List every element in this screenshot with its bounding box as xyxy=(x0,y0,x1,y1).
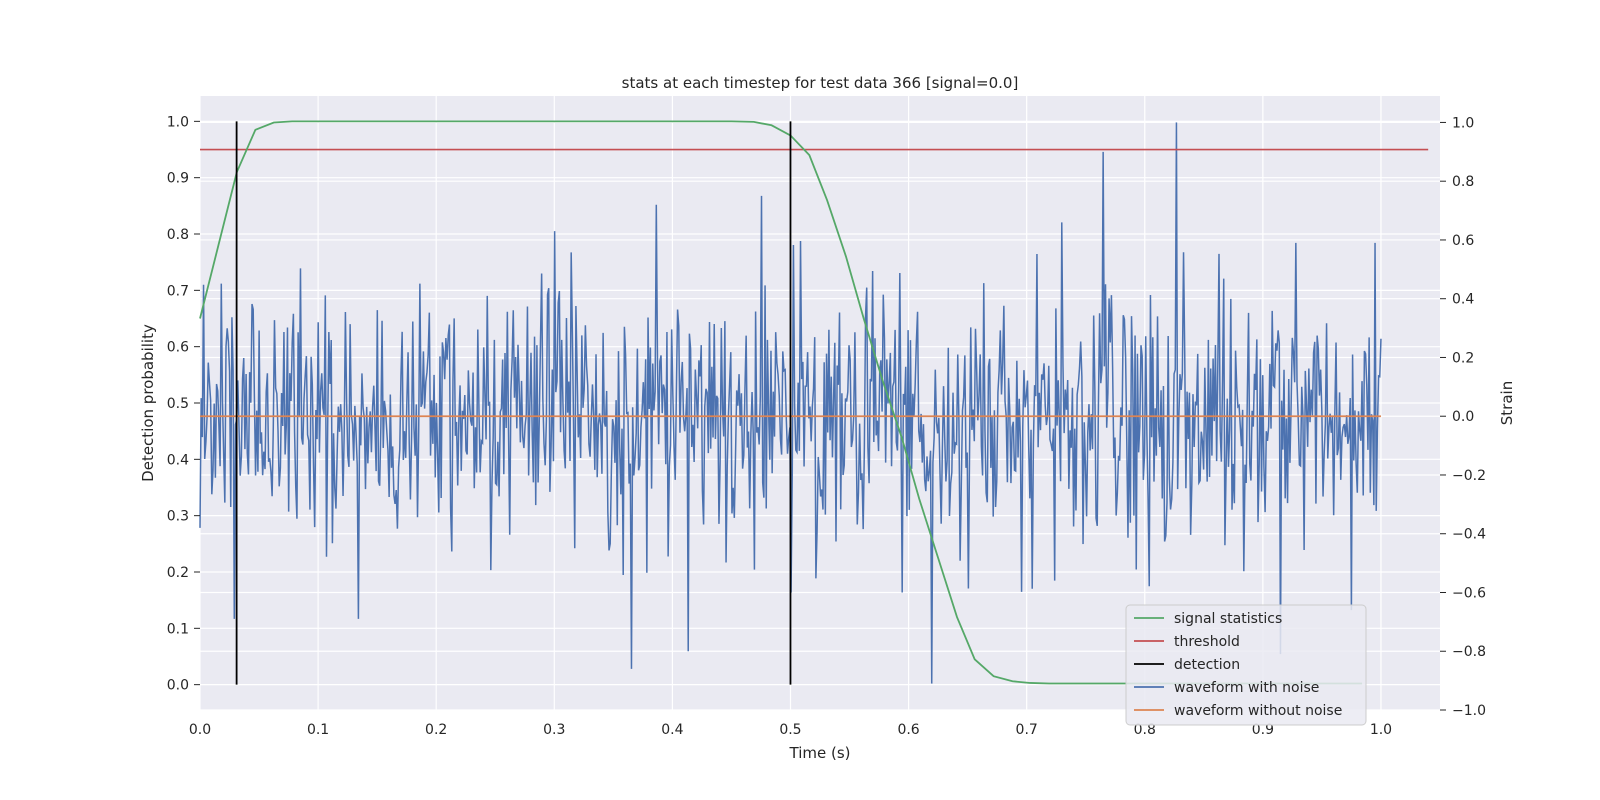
x-axis-label: Time (s) xyxy=(789,744,851,762)
right-y-tick-label: 0.2 xyxy=(1452,350,1474,366)
right-y-tick-label: 1.0 xyxy=(1452,115,1474,131)
left-y-tick-label: 0.8 xyxy=(167,227,189,243)
left-y-tick-label: 0.7 xyxy=(167,283,189,299)
left-y-tick-label: 0.1 xyxy=(167,621,189,637)
x-tick-label: 1.0 xyxy=(1370,722,1392,738)
right-y-tick-label: −1.0 xyxy=(1452,703,1486,719)
x-tick-label: 0.2 xyxy=(425,722,447,738)
legend-label: signal statistics xyxy=(1174,611,1282,627)
chart-title: stats at each timestep for test data 366… xyxy=(622,74,1019,92)
right-y-axis-ticks: −1.0 −0.8 −0.6 −0.4 −0.2 0.0 0.2 0.4 0.6 0.8 1.0 xyxy=(1440,115,1486,719)
left-y-tick-label: 1.0 xyxy=(167,114,189,130)
right-y-tick-label: −0.4 xyxy=(1452,527,1486,543)
x-tick-label: 0.4 xyxy=(661,722,683,738)
legend-label: detection xyxy=(1174,657,1240,673)
legend-label: threshold xyxy=(1174,634,1240,650)
left-y-tick-label: 0.4 xyxy=(167,452,189,468)
left-y-tick-label: 0.3 xyxy=(167,509,189,525)
x-tick-label: 0.1 xyxy=(307,722,329,738)
left-y-tick-label: 0.2 xyxy=(167,565,189,581)
left-y-axis-ticks: 0.0 0.1 0.2 0.3 0.4 0.5 0.6 0.7 0.8 0.9 1.0 xyxy=(167,114,200,693)
right-y-tick-label: 0.6 xyxy=(1452,233,1474,249)
right-y-tick-label: −0.2 xyxy=(1452,468,1486,484)
right-y-axis-label: Strain xyxy=(1498,381,1516,425)
right-y-tick-label: 0.8 xyxy=(1452,174,1474,190)
left-y-tick-label: 0.9 xyxy=(167,171,189,187)
right-y-tick-label: −0.6 xyxy=(1452,585,1486,601)
right-y-tick-label: 0.0 xyxy=(1452,409,1474,425)
x-tick-label: 0.7 xyxy=(1016,722,1038,738)
legend: signal statistics threshold detection wavef… xyxy=(1126,605,1366,725)
right-y-tick-label: −0.8 xyxy=(1452,644,1486,660)
x-tick-label: 0.5 xyxy=(779,722,801,738)
left-y-tick-label: 0.5 xyxy=(167,396,189,412)
x-tick-label: 0.6 xyxy=(897,722,919,738)
left-y-tick-label: 0.6 xyxy=(167,340,189,356)
x-tick-label: 0.0 xyxy=(189,722,211,738)
left-y-tick-label: 0.0 xyxy=(167,678,189,694)
x-tick-label: 0.3 xyxy=(543,722,565,738)
right-y-tick-label: 0.4 xyxy=(1452,292,1474,308)
legend-label: waveform without noise xyxy=(1174,703,1342,719)
left-y-axis-label: Detection probability xyxy=(139,324,157,482)
legend-label: waveform with noise xyxy=(1174,680,1319,696)
